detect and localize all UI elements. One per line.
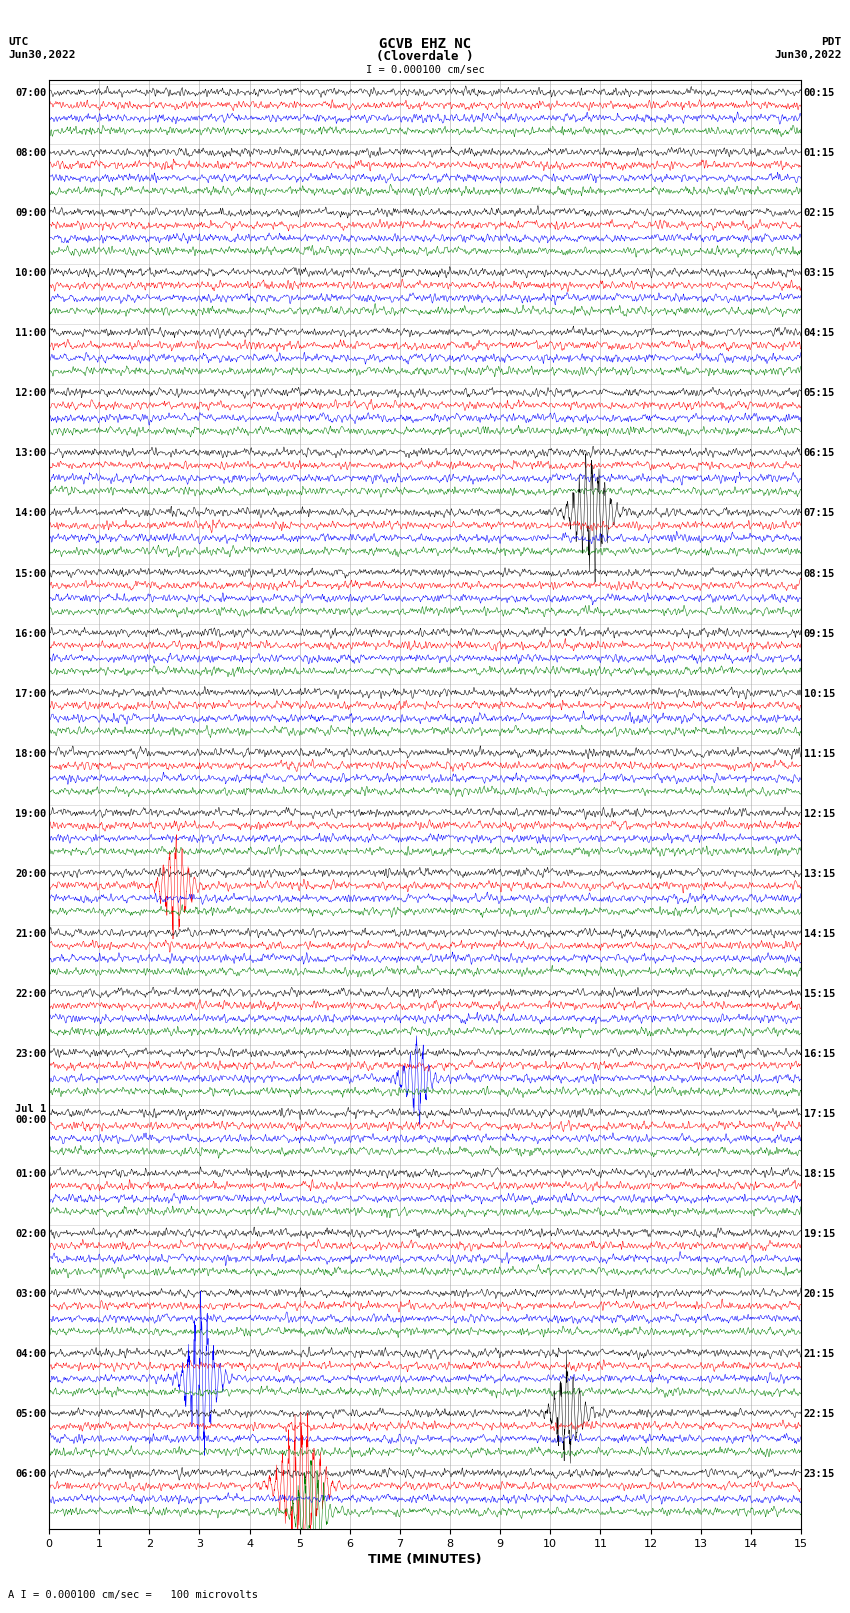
- Text: A I = 0.000100 cm/sec =   100 microvolts: A I = 0.000100 cm/sec = 100 microvolts: [8, 1590, 258, 1600]
- Text: I = 0.000100 cm/sec: I = 0.000100 cm/sec: [366, 65, 484, 74]
- Text: PDT: PDT: [821, 37, 842, 47]
- Text: Jun30,2022: Jun30,2022: [774, 50, 842, 60]
- Text: (Cloverdale ): (Cloverdale ): [377, 50, 473, 63]
- Text: Jun30,2022: Jun30,2022: [8, 50, 76, 60]
- X-axis label: TIME (MINUTES): TIME (MINUTES): [368, 1553, 482, 1566]
- Text: GCVB EHZ NC: GCVB EHZ NC: [379, 37, 471, 52]
- Text: UTC: UTC: [8, 37, 29, 47]
